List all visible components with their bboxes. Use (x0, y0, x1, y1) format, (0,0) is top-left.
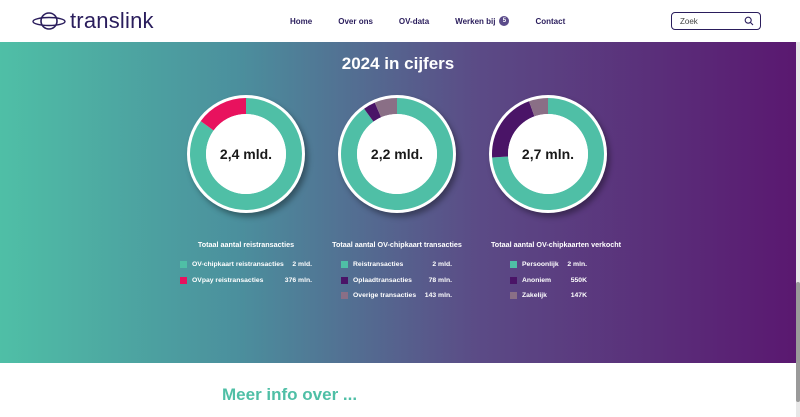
search-input[interactable] (680, 16, 740, 27)
legend-label: Reistransacties (353, 261, 404, 268)
nav-over-ons[interactable]: Over ons (338, 17, 373, 26)
donut-hole (357, 114, 437, 194)
donut-slice (529, 98, 548, 117)
donut-svg (187, 95, 305, 213)
main-nav: Home Over ons OV-data Werken bij 5 Contac… (290, 0, 565, 42)
legend-item: Persoonlijk 2 mln. (510, 260, 587, 276)
nav-ov-data[interactable]: OV-data (399, 17, 429, 26)
legend-swatch (341, 292, 348, 299)
donut-slices (492, 98, 604, 210)
legend-item: Reistransacties 2 mld. (341, 260, 452, 276)
planet-logo-icon (32, 12, 66, 30)
translink-logo[interactable]: translink (32, 8, 154, 33)
legend-ov-chipkaart-transactions: Reistransacties 2 mld. Oplaadtransacties… (341, 260, 452, 307)
stats-title: 2024 in cijfers (341, 54, 455, 73)
legend-value: 376 mln. (284, 276, 312, 284)
legend-item: Oplaadtransacties 78 mln. (341, 276, 452, 292)
legend-label: OV-chipkaart reistransacties (192, 261, 284, 268)
nav-contact-label: Contact (535, 16, 566, 26)
scrollbar-thumb[interactable] (796, 282, 800, 402)
nav-ov-data-label: OV-data (398, 16, 430, 26)
search-icon[interactable] (744, 16, 754, 26)
legend-value: 550K (570, 276, 587, 284)
legend-item: Anoniem 550K (510, 276, 587, 292)
legend-item: OVpay reistransacties 376 mln. (180, 276, 312, 292)
donut-slice (492, 101, 535, 158)
donut-chart-travel-transactions: 2,4 mld. (186, 94, 306, 214)
donut-chart-ov-chipkaart-transactions: 2,2 mld. (337, 94, 457, 214)
donut-slice (364, 102, 382, 122)
legend-label: Overige transacties (353, 292, 417, 299)
nav-home-label: Home (290, 16, 313, 26)
legend-label: OVpay reistransacties (192, 276, 264, 284)
donut-svg (489, 95, 607, 213)
donut-center-value: 2,2 mld. (370, 146, 424, 162)
more-info-heading: Meer info over ... (222, 385, 358, 404)
legend-swatch (341, 276, 348, 284)
site-header: translink Home Over ons OV-data Werken b… (0, 0, 800, 42)
legend-value: 2 mld. (432, 261, 452, 268)
chart-title-travel-transactions: Totaal aantal reistransacties (197, 240, 295, 249)
page-scrollbar[interactable] (796, 42, 800, 417)
legend-value: 2 mln. (567, 261, 587, 268)
nav-home[interactable]: Home (290, 17, 312, 26)
logo-text: translink (70, 8, 154, 33)
donut-center-value: 2,7 mln. (521, 146, 575, 162)
legend-cards-sold: Persoonlijk 2 mln. Anoniem 550K Zakelijk… (510, 260, 587, 307)
nav-werken-bij[interactable]: Werken bij 5 (455, 16, 510, 26)
legend-value: 143 mln. (424, 292, 452, 299)
donut-slices (341, 98, 453, 210)
donut-slice (374, 98, 397, 118)
donut-chart-cards-sold: 2,7 mln. (488, 94, 608, 214)
legend-value: 2 mld. (292, 261, 312, 268)
legend-swatch (510, 276, 517, 284)
legend-label: Zakelijk (522, 292, 547, 299)
nav-over-ons-label: Over ons (338, 16, 373, 26)
legend-label: Oplaadtransacties (353, 276, 412, 284)
donut-svg (338, 95, 456, 213)
legend-label: Anoniem (522, 276, 552, 284)
legend-swatch (180, 276, 187, 284)
legend-swatch (510, 292, 517, 299)
donut-hole (206, 114, 286, 194)
donut-slice (200, 98, 246, 131)
legend-swatch (510, 261, 517, 268)
donut-hole (508, 114, 588, 194)
nav-werken-bij-label: Werken bij (455, 16, 496, 26)
legend-value: 147K (570, 292, 587, 299)
legend-value: 78 mln. (428, 276, 452, 284)
legend-swatch (341, 261, 348, 268)
legend-label: Persoonlijk (522, 261, 559, 268)
vacancy-count-badge: 5 (499, 16, 510, 26)
donut-center-value: 2,4 mld. (219, 146, 273, 162)
nav-contact[interactable]: Contact (535, 17, 565, 26)
legend-item: Zakelijk 147K (510, 291, 587, 307)
legend-swatch (180, 261, 187, 268)
search-box (671, 12, 761, 30)
donut-slices (189, 98, 302, 210)
legend-item: OV-chipkaart reistransacties 2 mld. (180, 260, 312, 276)
legend-travel-transactions: OV-chipkaart reistransacties 2 mld. OVpa… (180, 260, 312, 291)
stats-section: 2024 in cijfers 2,4 mld. 2,2 mld. 2,7 ml… (0, 42, 796, 363)
chart-title-ov-chipkaart-transactions: Totaal aantal OV-chipkaart transacties (332, 240, 462, 249)
chart-title-cards-sold: Totaal aantal OV-chipkaarten verkocht (490, 240, 622, 249)
legend-item: Overige transacties 143 mln. (341, 291, 452, 307)
